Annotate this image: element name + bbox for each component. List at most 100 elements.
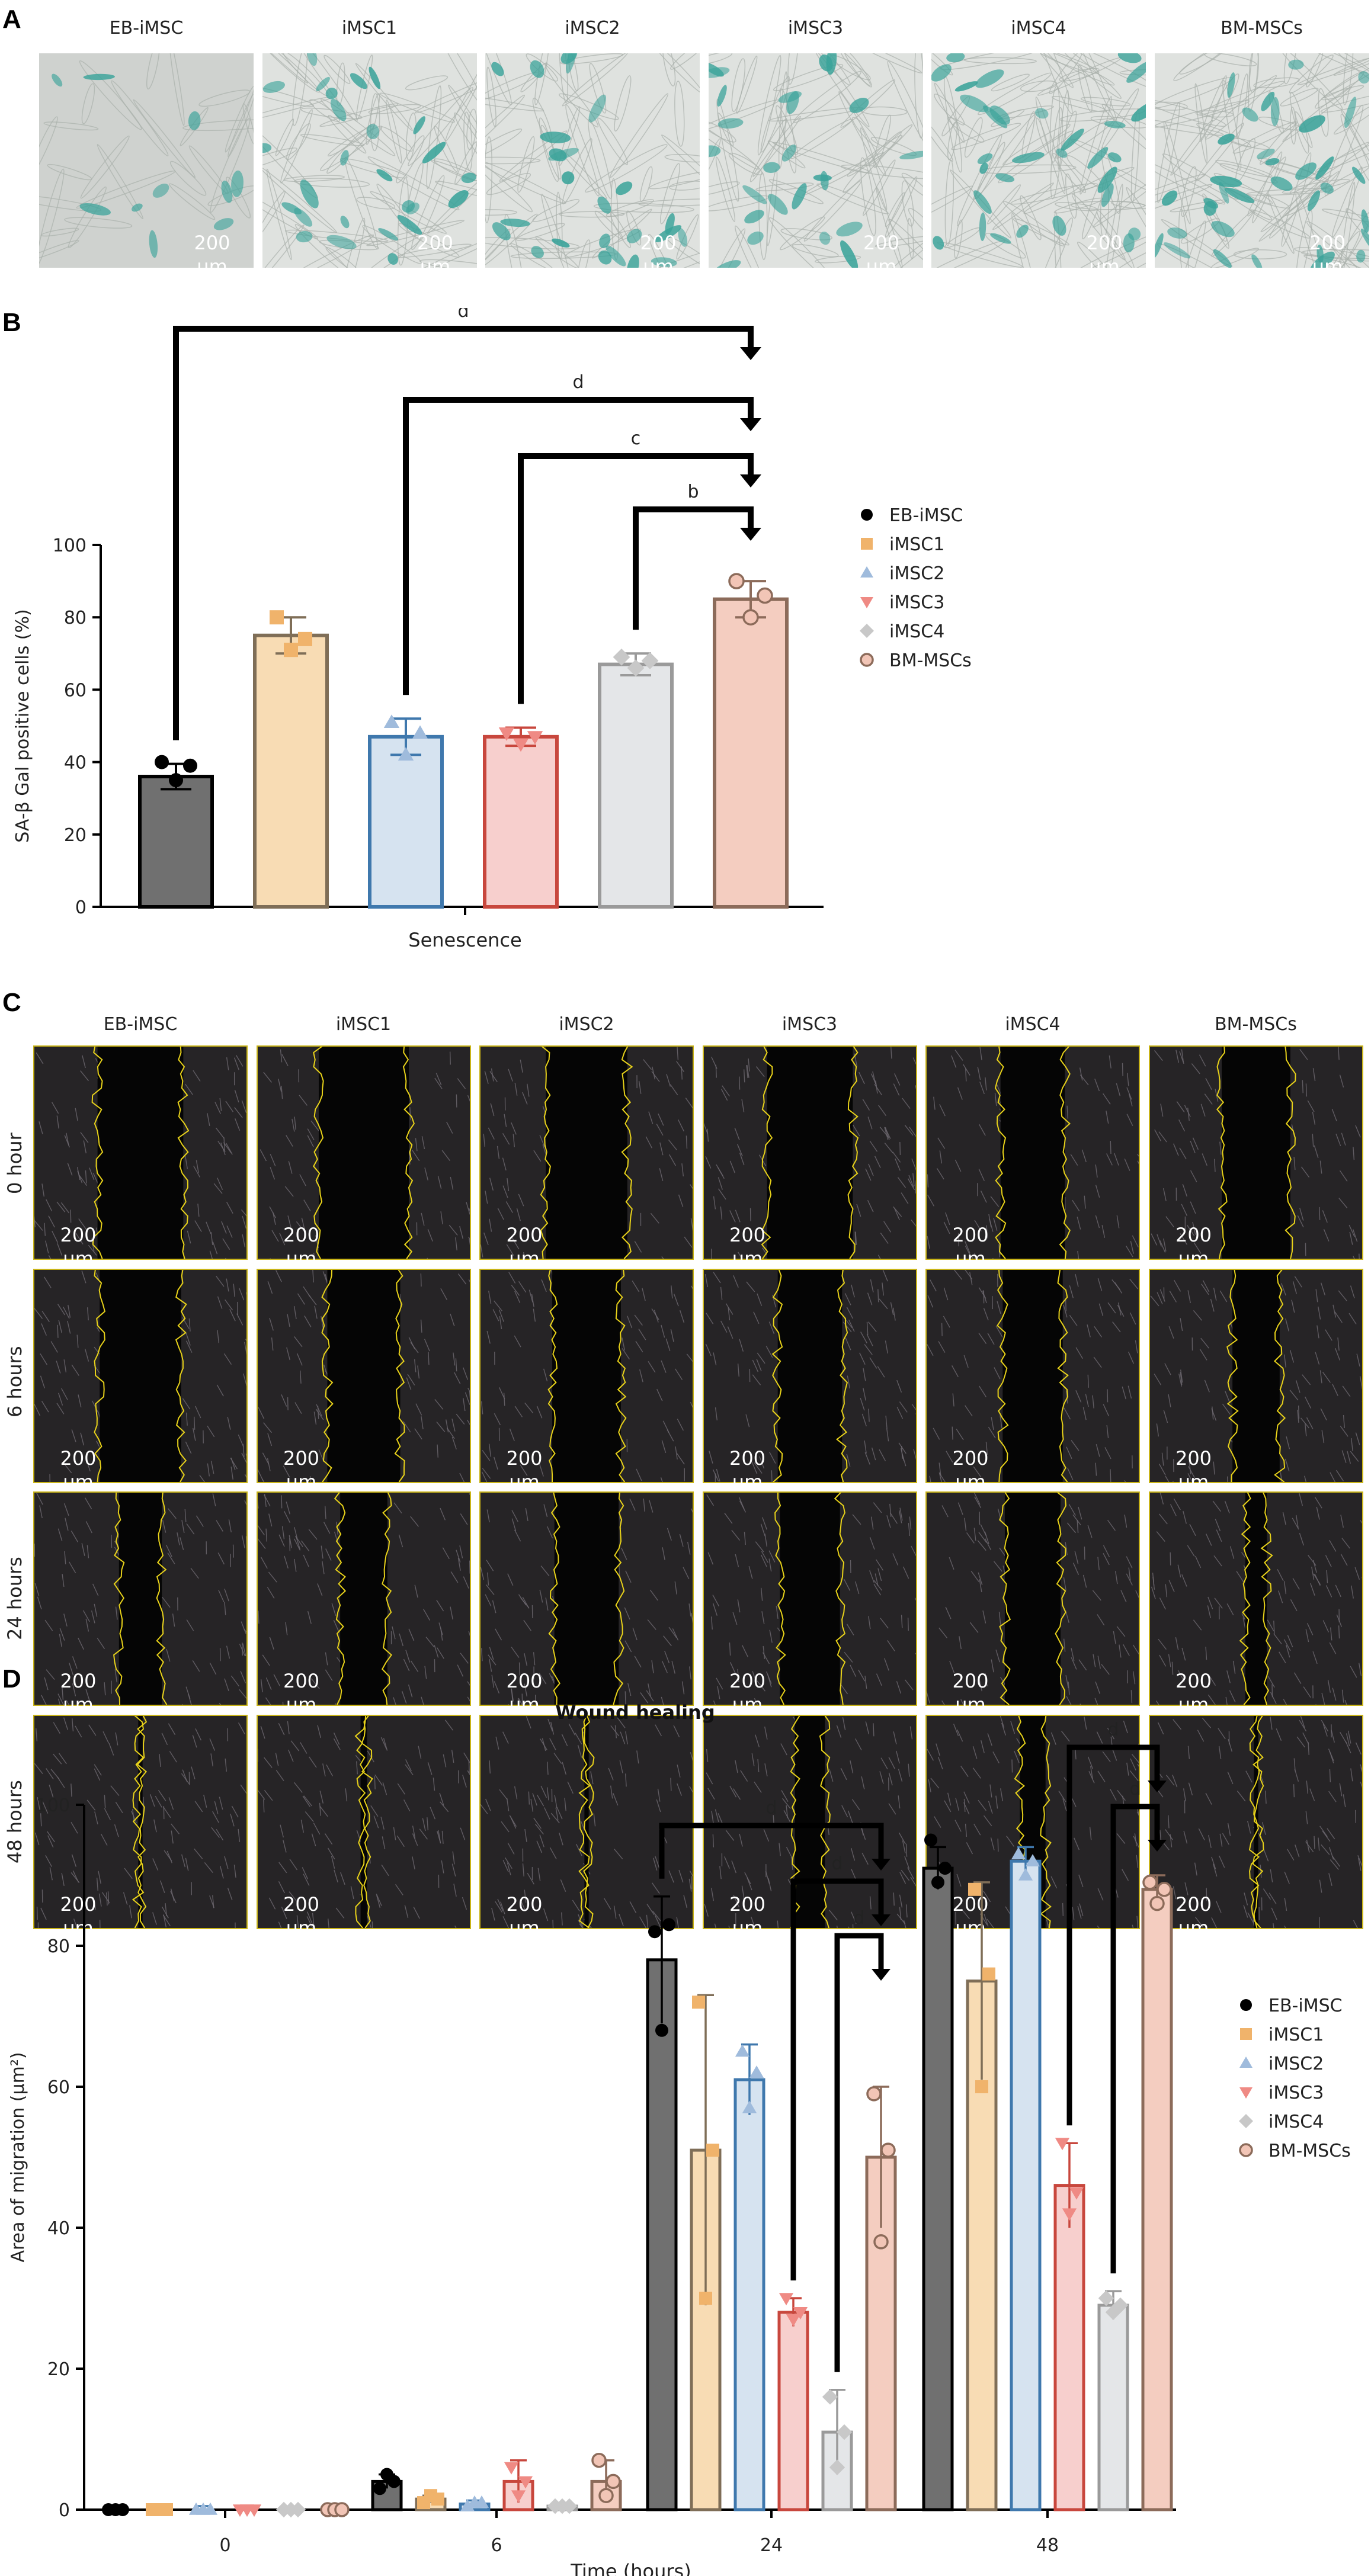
scale-bar: 200 μm: [489, 1892, 560, 1929]
bar-bm-mscs-24: [865, 2155, 897, 2511]
panel-c-caption-imsc1: iMSC1: [335, 1014, 392, 1035]
data-point-eb-imsc: [116, 2503, 129, 2516]
data-point-imsc3: [527, 731, 543, 745]
legend-marker-imsc3: [1239, 2087, 1253, 2099]
scale-bar-label: 200 μm: [1175, 1446, 1212, 1483]
data-point-imsc1: [431, 2492, 444, 2506]
legend-label-eb-imsc: EB-iMSC: [1269, 1996, 1343, 2016]
data-point-eb-imsc: [648, 1925, 661, 1939]
significance-bracket: d: [1066, 1720, 1167, 2126]
bar-imsc4-48: [1097, 2304, 1129, 2511]
scale-bar: 200 μm: [43, 1669, 114, 1706]
data-point-imsc4: [1112, 2297, 1129, 2314]
y-tick-label: 40: [47, 2218, 70, 2239]
bracket-arrow: [1148, 1840, 1167, 1852]
significance-bracket: b: [633, 482, 761, 630]
bracket-line: [1110, 1804, 1160, 2274]
panel-letter-c: C: [2, 988, 21, 1017]
data-point-eb-imsc: [155, 755, 169, 769]
wound-micrograph-eb-imsc-24-hours: 200 μm: [33, 1491, 248, 1706]
data-point-imsc1: [692, 1996, 705, 2009]
scale-bar-label: 200 μm: [283, 1224, 320, 1260]
scale-bar: 200 μm: [266, 1669, 337, 1706]
legend-marker-imsc1: [861, 538, 873, 550]
y-axis-label: Area of migration (μm²): [8, 2052, 28, 2262]
x-tick-label: 48: [1036, 2535, 1059, 2556]
panel-c-caption-imsc2: iMSC2: [559, 1014, 614, 1035]
legend-marker-imsc1: [1240, 2028, 1252, 2040]
scale-bar: 200 μm: [400, 231, 471, 268]
data-point-bm-mscs: [334, 2502, 350, 2517]
wound-micrograph-imsc1-24-hours: 200 μm: [256, 1491, 471, 1706]
legend-marker-imsc4: [860, 624, 874, 638]
data-point-imsc1: [270, 610, 284, 625]
bar-imsc3-24: [777, 2311, 809, 2511]
chart-title: Wound healing: [555, 1701, 715, 1724]
data-point-eb-imsc: [183, 758, 197, 773]
significance-label: d: [853, 1908, 864, 1929]
legend-label-imsc2: iMSC2: [889, 563, 944, 584]
legend-label-imsc3: iMSC3: [1269, 2083, 1324, 2103]
legend: EB-iMSC iMSC1 iMSC2 iMSC3 iMSC4 BM-MSCs: [1239, 1996, 1351, 2161]
y-tick-label: 80: [47, 1936, 70, 1957]
panel-a-caption-eb-imsc: EB-iMSC: [109, 18, 184, 39]
scale-bar-label: 200 μm: [506, 1670, 543, 1706]
significance-bracket: d: [173, 308, 761, 740]
scale-bar-label: 200 μm: [60, 1670, 97, 1706]
bracket-line: [633, 506, 754, 630]
data-point-imsc3: [511, 2490, 526, 2503]
micrograph-bm-mscs: 200 μm: [1154, 53, 1369, 268]
wound-micrograph-imsc3-6-hours: 200 μm: [702, 1268, 917, 1483]
y-tick-label: 0: [75, 897, 87, 918]
data-point-imsc3: [512, 738, 529, 752]
bracket-arrow: [740, 418, 761, 431]
bracket-arrow: [1148, 1781, 1167, 1792]
legend-marker-bm-mscs: [860, 653, 874, 667]
y-tick-label: 80: [64, 608, 87, 628]
scale-bar: 200 μm: [177, 231, 248, 268]
wound-micrograph-eb-imsc-0-hour: 200 μm: [33, 1045, 248, 1260]
panel-a-caption-imsc2: iMSC2: [565, 18, 620, 39]
data-point-imsc4: [836, 2424, 853, 2440]
micrograph-imsc1: 200 μm: [262, 53, 477, 268]
significance-label: b: [687, 482, 699, 502]
scale-bar: 200 μm: [1069, 231, 1140, 268]
data-point-bm-mscs: [880, 2142, 896, 2158]
data-point-imsc2: [460, 2498, 475, 2511]
scale-bar: 200 μm: [489, 1223, 560, 1260]
bracket-line: [834, 1933, 884, 2372]
scale-bar: 200 μm: [712, 1669, 783, 1706]
scale-bar: 200 μm: [489, 1446, 560, 1483]
x-axis-label: Senescence: [408, 929, 521, 951]
data-point-imsc4: [290, 2501, 306, 2518]
data-point-imsc3: [793, 2307, 808, 2320]
data-point-imsc3: [1069, 2187, 1084, 2200]
bar-eb-imsc-48: [922, 1866, 954, 2511]
bracket-line: [790, 1878, 884, 2280]
scale-bar-label: 200 μm: [952, 1446, 989, 1483]
y-tick-label: 0: [59, 2500, 70, 2521]
y-axis: 0 20 40 60 80 100 SA-β Gal positive cells (%): [12, 535, 102, 918]
scale-bar-label: 200 μm: [60, 1892, 97, 1929]
bar-imsc3: [483, 734, 559, 909]
bracket-line: [173, 326, 754, 740]
scale-bar: 200 μm: [1158, 1223, 1229, 1260]
scale-bar-label: 200 μm: [283, 1892, 320, 1929]
scale-bar: 200 μm: [266, 1223, 337, 1260]
data-point-bm-mscs: [1142, 1875, 1158, 1890]
y-axis-label: SA-β Gal positive cells (%): [12, 609, 33, 842]
scale-bar-label: 200 μm: [729, 1446, 766, 1483]
micrograph-eb-imsc: 200 μm: [39, 53, 254, 268]
data-point-eb-imsc: [662, 1918, 675, 1932]
wound-micrograph-imsc2-0-hour: 200 μm: [479, 1045, 694, 1260]
y-tick-label: 60: [47, 2077, 70, 2098]
wound-micrograph-imsc3-0-hour: 200 μm: [702, 1045, 917, 1260]
bar-bm-mscs-48: [1141, 1888, 1173, 2511]
panel-a-caption-imsc4: iMSC4: [1011, 18, 1066, 39]
scale-bar-label: 200 μm: [506, 1892, 543, 1929]
data-point-imsc3: [246, 2504, 262, 2517]
scale-bar: 200 μm: [712, 1223, 783, 1260]
data-point-imsc4: [829, 2459, 845, 2475]
data-point-imsc1: [706, 2144, 719, 2157]
legend-marker-imsc3: [860, 597, 873, 608]
